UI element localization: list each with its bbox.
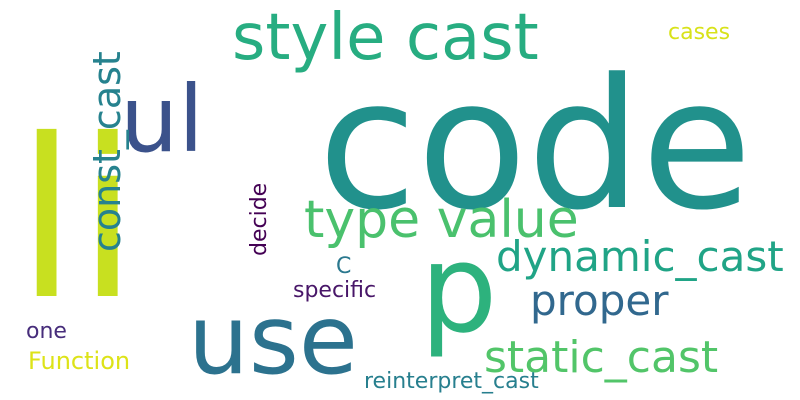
word-function: Function: [28, 347, 131, 375]
word-decide: decide: [247, 182, 272, 256]
word-specific: specific: [293, 278, 377, 303]
word-reinterpret-cast: reinterpret_cast: [364, 369, 539, 394]
word-style-cast: style cast: [232, 1, 539, 75]
word-cases: cases: [668, 20, 731, 45]
word-proper: proper: [530, 276, 669, 325]
word-use: use: [188, 284, 358, 396]
word-li: li: [16, 92, 139, 348]
word-one: one: [26, 319, 67, 344]
word-p: p: [420, 218, 498, 360]
word-const-cast: const_cast: [85, 51, 129, 252]
word-type-value: type value: [304, 190, 579, 250]
word-static-cast: static_cast: [484, 332, 719, 383]
word-ul: ul: [120, 66, 204, 173]
word-c: C: [336, 254, 352, 279]
word-code: code: [318, 41, 753, 250]
word-dynamic-cast: dynamic_cast: [496, 232, 784, 281]
